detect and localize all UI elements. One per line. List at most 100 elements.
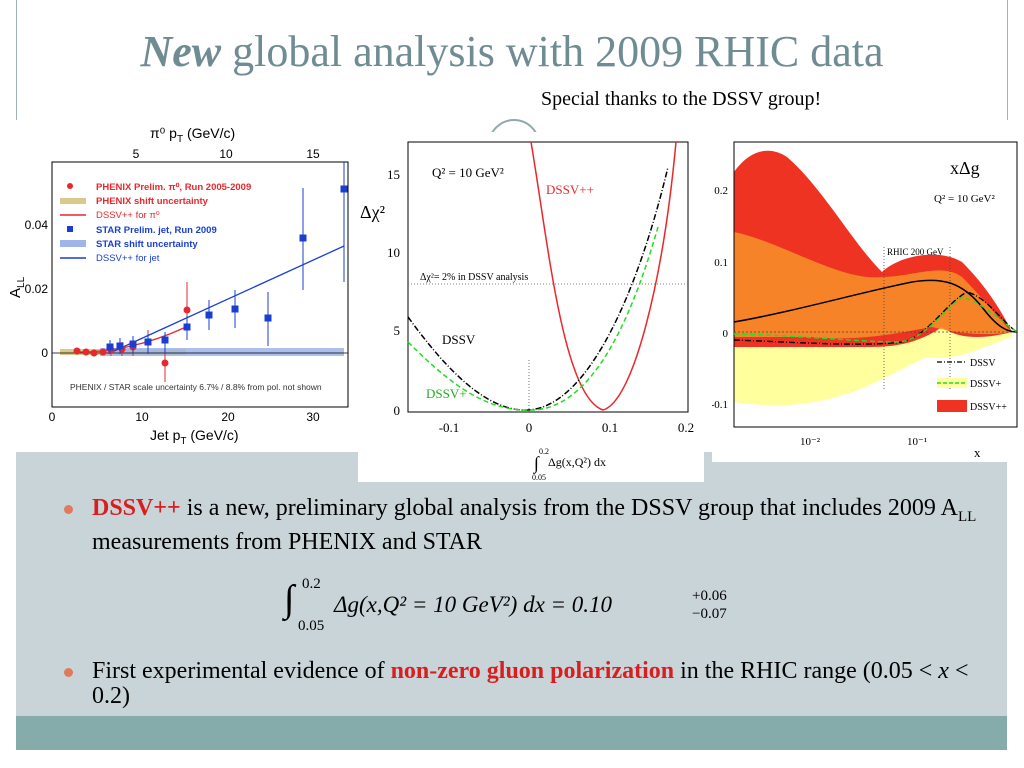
legend-entry: STAR Prelim. jet, Run 2009: [96, 225, 217, 236]
series-label-dssvpp: DSSV++: [546, 182, 594, 197]
formula-upper-limit: 0.2: [302, 576, 321, 592]
phenix-point: [99, 348, 107, 356]
dssvpp-curve: [530, 141, 677, 411]
slide-title-text: global analysis with 2009 RHIC data: [221, 27, 884, 76]
x-tick-label: 10: [135, 410, 149, 424]
legend-marker: [937, 400, 967, 412]
legend: DSSV DSSV+ DSSV++: [937, 358, 1007, 413]
gluon-plot-svg: RHIC 200 GeV xΔg Q² = 10 GeV² DSSV DSSV+…: [711, 141, 1018, 460]
plot-frame: [407, 141, 689, 413]
y-tick-label: 0: [394, 403, 401, 418]
x-tick-label: 10⁻¹: [907, 436, 927, 448]
legend-marker: [67, 183, 73, 189]
y-tick-label: 0.2: [714, 185, 728, 197]
dssv-curve: [407, 166, 669, 411]
q2-label: Q² = 10 GeV²: [432, 165, 504, 180]
star-point: [340, 185, 348, 193]
star-shift-band: [100, 348, 344, 356]
x-axis-label: Δg(x,Q²) dx: [548, 455, 606, 469]
legend-entry: DSSV++: [970, 402, 1007, 413]
bullet-emphasis: non-zero gluon polarization: [390, 657, 675, 684]
star-point: [264, 314, 272, 322]
bullet-marker: [64, 667, 73, 677]
y-tick-label: 10: [387, 245, 400, 260]
y-tick-label: 5: [394, 323, 401, 338]
x-tick-label: 10⁻²: [800, 436, 821, 448]
bullet-item: DSSV++ is a new, preliminary global anal…: [64, 496, 984, 555]
star-point: [183, 323, 191, 331]
y-tick-label: 15: [387, 167, 400, 182]
series-label-dssvp: DSSV+: [426, 386, 467, 401]
formula-upper-error: +0.06: [692, 588, 727, 604]
content-panel: [16, 452, 1007, 716]
y-tick-label: 0: [41, 346, 48, 360]
bullet-item: First experimental evidence of non-zero …: [64, 657, 984, 709]
y-tick-label: -0.1: [712, 399, 728, 411]
phenix-point: [183, 306, 191, 314]
rhic-range-label: RHIC 200 GeV: [887, 247, 944, 257]
formula-lower-limit: 0.05: [298, 618, 325, 634]
star-points: [106, 162, 348, 354]
integral-sign: ∫: [533, 453, 540, 474]
x-tick-label: 0.1: [602, 420, 618, 435]
dssvp-central-curve: [733, 296, 1018, 343]
q2-label: Q² = 10 GeV²: [934, 193, 995, 205]
top-tick-label: 10: [219, 147, 233, 161]
dssvp-curve: [407, 226, 659, 411]
formula-lower-error: −0.07: [692, 606, 727, 622]
series-label-dssv: DSSV: [442, 332, 476, 347]
star-point: [116, 342, 124, 350]
legend-marker: [60, 240, 86, 247]
legend-entry: PHENIX shift uncertainty: [96, 196, 209, 207]
x-axis-label: x: [974, 445, 981, 460]
y-tick-label: 0.04: [25, 218, 49, 232]
legend: PHENIX Prelim. π⁰, Run 2005-2009 PHENIX …: [60, 182, 251, 264]
x-tick-label: 0: [526, 420, 533, 435]
top-axis-title: π⁰ pT (GeV/c): [150, 125, 235, 145]
slide-title-emphasis: New: [140, 27, 222, 76]
star-point: [161, 336, 169, 344]
phenix-point: [82, 348, 90, 356]
y-tick-label: 0.1: [714, 257, 728, 269]
legend-marker: [67, 226, 73, 232]
chi2-plot: Q² = 10 GeV² Δχ²= 2% in DSSV analysis DS…: [358, 132, 704, 482]
formula-body: Δg(x,Q² = 10 GeV²) dx = 0.10: [334, 592, 613, 617]
phenix-point: [73, 347, 81, 355]
plot-frame: [733, 141, 1018, 428]
slide-title: New global analysis with 2009 RHIC data: [0, 26, 1024, 78]
bullet-text: is a new, preliminary global analysis fr…: [180, 495, 958, 521]
star-point: [129, 340, 137, 348]
distribution-title: xΔg: [950, 158, 980, 178]
integral-lower-limit: 0.05: [532, 473, 546, 482]
asymmetry-plot: π⁰ pT (GeV/c) 5 10 15 PHENIX: [0, 120, 360, 452]
formula-integral-sign: ∫: [284, 578, 295, 620]
chi2-plot-svg: Q² = 10 GeV² Δχ²= 2% in DSSV analysis DS…: [360, 141, 694, 482]
x-axis-label: Jet pT (GeV/c): [150, 427, 239, 447]
threshold-label: Δχ²= 2% in DSSV analysis: [420, 272, 528, 283]
bullet-text: First experimental evidence of: [92, 657, 391, 684]
bullet-subscript: LL: [957, 508, 977, 525]
integral-upper-limit: 0.2: [539, 447, 549, 456]
y-tick-label: 0.02: [25, 282, 49, 296]
thanks-note: Special thanks to the DSSV group!: [541, 88, 822, 110]
y-axis-label: Δχ²: [360, 202, 385, 222]
x-tick-label: 30: [306, 410, 320, 424]
gluon-distribution-plot: RHIC 200 GeV xΔg Q² = 10 GeV² DSSV DSSV+…: [711, 132, 1024, 462]
bullet-variable: x: [938, 657, 949, 684]
x-tick-label: 0: [49, 410, 56, 424]
bullet-text: < 0.2): [92, 657, 969, 709]
star-point: [205, 311, 213, 319]
top-tick-label: 5: [133, 147, 140, 161]
y-tick-label: 0: [723, 328, 729, 340]
bullet-marker: [64, 505, 73, 514]
star-point: [231, 305, 239, 313]
phenix-points: [73, 282, 191, 382]
legend-entry: DSSV++ for jet: [96, 253, 160, 264]
star-point: [106, 343, 114, 351]
x-tick-label: 20: [221, 410, 235, 424]
dssvpp-jet-curve: [111, 245, 345, 353]
dssvpp-central-curve: [733, 279, 1018, 333]
top-tick-label: 15: [306, 147, 320, 161]
bullet-text: measurements from PHENIX and STAR: [92, 528, 483, 555]
legend-entry: STAR shift uncertainty: [96, 239, 198, 250]
